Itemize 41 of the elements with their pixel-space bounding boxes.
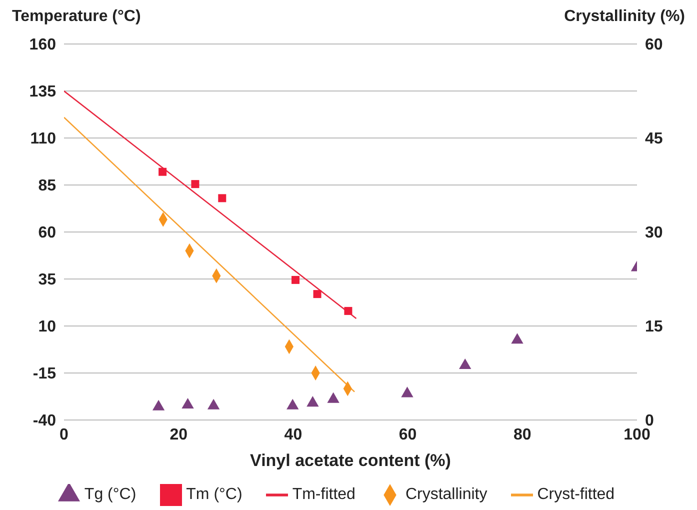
y-tick-label: 10 — [38, 318, 56, 336]
x-axis-title: Vinyl acetate content (%) — [250, 451, 451, 470]
y-tick-label: 135 — [29, 84, 56, 101]
y2-axis-title: Crystallinity (%) — [564, 8, 685, 27]
y2-tick-label: 60 — [645, 36, 663, 54]
legend-label: Tm-fitted — [292, 486, 356, 504]
point — [291, 276, 300, 284]
legend-label: Tg (°C) — [84, 486, 136, 504]
y-axis-title: Temperature (°C) — [12, 8, 141, 27]
point — [286, 398, 299, 410]
y2-tick-label: 30 — [645, 224, 663, 242]
legend-label: Crystallinity — [405, 486, 488, 504]
y2-tick-label: 45 — [645, 130, 663, 148]
point — [511, 333, 524, 344]
legend-label: Cryst-fitted — [537, 486, 615, 504]
y-tick-label: 35 — [38, 272, 56, 289]
point — [327, 392, 340, 403]
x-tick-label: 80 — [514, 426, 532, 444]
x-tick-label: 20 — [170, 426, 188, 444]
point — [182, 398, 194, 408]
y2-tick-label: 15 — [645, 318, 663, 336]
y-tick-label: 85 — [38, 178, 56, 195]
point — [158, 168, 167, 176]
point — [191, 180, 200, 188]
y-tick-label: 110 — [30, 130, 56, 148]
point — [207, 398, 220, 410]
y-tick-label: 60 — [38, 224, 56, 242]
point — [152, 400, 165, 410]
point — [306, 396, 319, 407]
point — [344, 306, 352, 315]
y-tick-label: -40 — [32, 412, 56, 430]
y-tick-label: 160 — [29, 36, 56, 54]
x-tick-label: 40 — [284, 426, 302, 444]
point — [401, 386, 414, 398]
point — [459, 358, 472, 369]
y-tick-label: -15 — [32, 366, 56, 383]
x-tick-label: 0 — [60, 426, 69, 444]
point — [313, 290, 322, 298]
point — [218, 194, 226, 202]
legend-label: Tm (°C) — [186, 486, 242, 504]
x-tick-label: 60 — [398, 426, 417, 444]
